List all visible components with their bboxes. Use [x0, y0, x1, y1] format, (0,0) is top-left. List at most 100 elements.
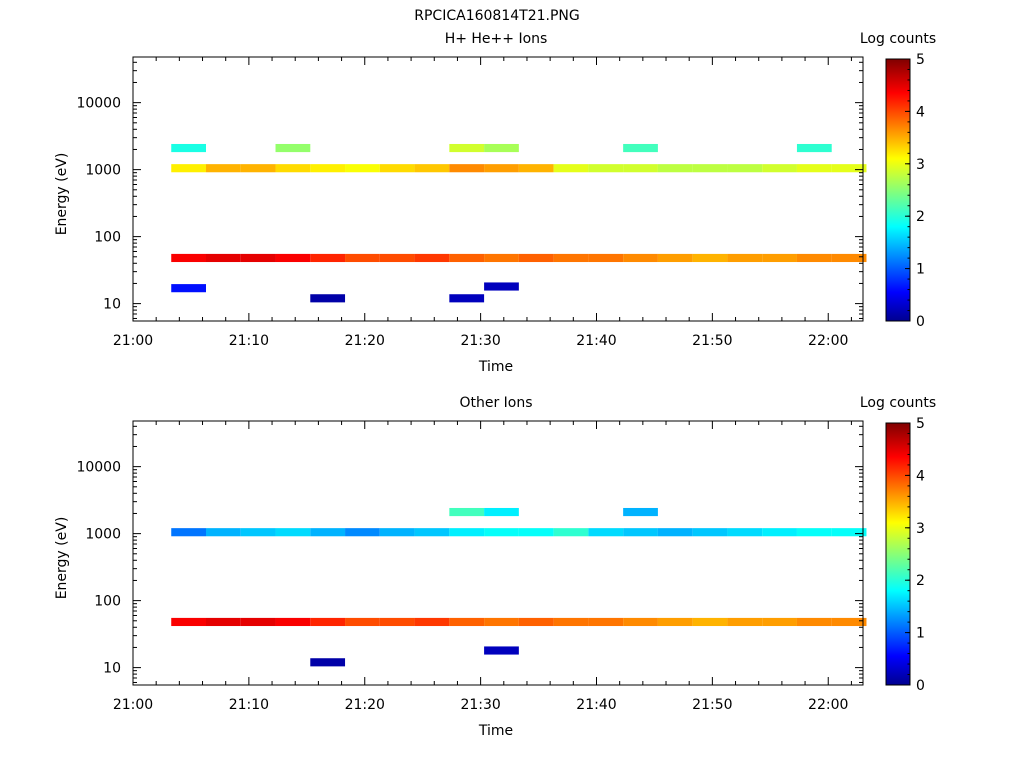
- y-tick-label: 10000: [76, 460, 121, 476]
- panel-title: Other Ions: [459, 395, 532, 411]
- colorbar-tick-label: 0: [916, 678, 925, 694]
- heatmap-cell: [206, 253, 241, 263]
- x-tick-label: 21:40: [576, 333, 616, 349]
- heatmap-cell: [275, 528, 311, 537]
- colorbar-tick-label: 2: [916, 209, 925, 225]
- heatmap-cell: [414, 164, 450, 173]
- plot-frame: [132, 56, 864, 322]
- y-tick-label: 10: [103, 297, 121, 313]
- heatmap-cell: [275, 253, 311, 263]
- heatmap-cell: [449, 617, 485, 627]
- heatmap-cell: [484, 164, 519, 173]
- colorbar-tick-label: 3: [916, 521, 925, 537]
- x-tick-label: 22:00: [808, 697, 848, 713]
- heatmap-cell: [379, 528, 415, 537]
- colorbar-label: Log counts: [860, 395, 936, 411]
- colorbar-tick-label: 1: [916, 626, 925, 642]
- heatmap-cell: [206, 164, 241, 173]
- heatmap-cells: [171, 507, 867, 667]
- heatmap-cell: [623, 253, 658, 263]
- y-tick-label: 100: [94, 594, 121, 610]
- heatmap-cell: [623, 507, 658, 517]
- panel-h-he-ions: 21:00 21:10 21:20 21:30 21:40 21:50 22:0010100…: [54, 31, 936, 375]
- heatmap-cell: [484, 282, 519, 291]
- heatmap-cell: [518, 253, 554, 263]
- heatmap-cell: [623, 617, 658, 627]
- heatmap-cell: [484, 507, 519, 517]
- heatmap-cell: [206, 617, 241, 627]
- heatmap-cell: [379, 617, 415, 627]
- x-tick-label: 21:10: [229, 333, 269, 349]
- heatmap-cell: [310, 294, 346, 303]
- heatmap-cell: [762, 164, 797, 173]
- heatmap-cell: [345, 528, 380, 537]
- x-tick-label: 21:10: [229, 697, 269, 713]
- heatmap-cell: [345, 617, 380, 627]
- heatmap-cell: [449, 253, 485, 263]
- heatmap-cell: [692, 617, 728, 627]
- heatmap-cell: [657, 253, 693, 263]
- heatmap-cell: [240, 253, 276, 263]
- heatmap-cell: [727, 617, 763, 627]
- x-tick-label: 21:00: [113, 333, 153, 349]
- heatmap-cell: [796, 143, 832, 153]
- heatmap-cell: [171, 528, 206, 537]
- heatmap-cell: [484, 617, 519, 627]
- colorbar: [885, 58, 911, 322]
- heatmap-cell: [414, 253, 450, 263]
- heatmap-cell: [553, 617, 589, 627]
- y-axis-label: Energy (eV): [54, 517, 70, 600]
- colorbar-label: Log counts: [860, 31, 936, 47]
- heatmap-cell: [240, 528, 276, 537]
- heatmap-cell: [762, 528, 797, 537]
- heatmap-cell: [762, 253, 797, 263]
- y-tick-label: 100: [94, 230, 121, 246]
- colorbar-tick-label: 5: [916, 416, 925, 432]
- panel-other-ions: 21:00 21:10 21:20 21:30 21:40 21:50 22:0010100…: [54, 395, 936, 739]
- heatmap-cell: [657, 164, 693, 173]
- heatmap-cell: [484, 528, 519, 537]
- heatmap-cell: [310, 164, 346, 173]
- heatmap-cell: [831, 164, 867, 173]
- heatmap-cell: [588, 253, 624, 263]
- heatmap-cell: [692, 164, 728, 173]
- heatmap-cell: [449, 143, 485, 153]
- heatmap-cell: [553, 253, 589, 263]
- heatmap-cell: [310, 253, 346, 263]
- x-axis-label: Time: [478, 359, 513, 375]
- heatmap-cell: [657, 528, 693, 537]
- y-axis-label: Energy (eV): [54, 153, 70, 236]
- heatmap-cell: [762, 617, 797, 627]
- x-tick-label: 21:50: [692, 333, 732, 349]
- heatmap-cell: [171, 143, 206, 153]
- heatmap-cell: [553, 528, 589, 537]
- colorbar: [885, 422, 911, 686]
- heatmap-cell: [518, 617, 554, 627]
- heatmap-cell: [449, 294, 485, 303]
- heatmap-cell: [588, 617, 624, 627]
- heatmap-cell: [518, 164, 554, 173]
- heatmap-cell: [275, 164, 311, 173]
- heatmap-cells: [171, 143, 867, 303]
- heatmap-cell: [727, 164, 763, 173]
- heatmap-cell: [727, 253, 763, 263]
- x-axis-label: Time: [478, 723, 513, 739]
- colorbar-tick-label: 1: [916, 262, 925, 278]
- heatmap-cell: [796, 164, 832, 173]
- heatmap-cell: [553, 164, 589, 173]
- heatmap-cell: [449, 507, 485, 517]
- colorbar-tick-label: 5: [916, 52, 925, 68]
- heatmap-cell: [518, 528, 554, 537]
- heatmap-cell: [171, 164, 206, 173]
- heatmap-cell: [206, 528, 241, 537]
- colorbar-tick-label: 3: [916, 157, 925, 173]
- heatmap-cell: [379, 164, 415, 173]
- colorbar-tick-label: 4: [916, 104, 925, 120]
- heatmap-cell: [831, 528, 867, 537]
- x-tick-label: 21:30: [460, 333, 500, 349]
- heatmap-cell: [692, 528, 728, 537]
- x-tick-label: 21:20: [345, 697, 385, 713]
- heatmap-cell: [171, 253, 206, 263]
- heatmap-cell: [449, 528, 485, 537]
- heatmap-cell: [657, 617, 693, 627]
